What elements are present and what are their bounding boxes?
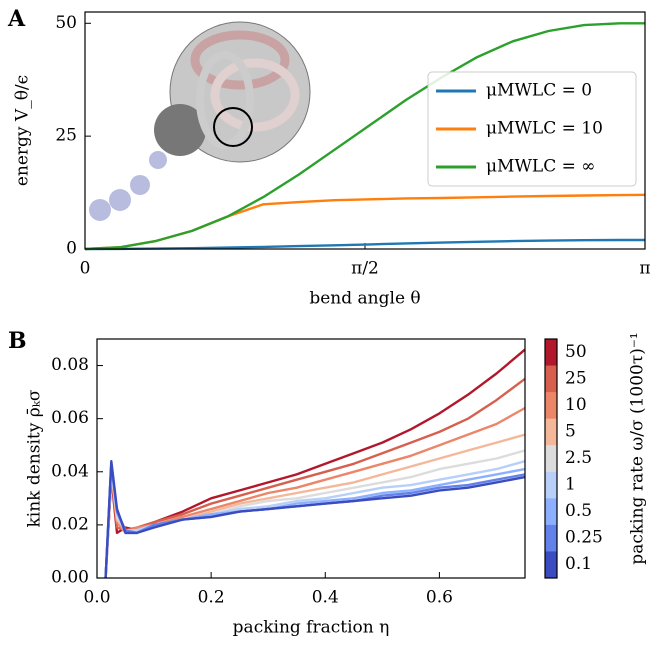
x-tick-label: 0.6 bbox=[426, 588, 453, 608]
colorbar-segment bbox=[545, 498, 557, 526]
x-tick-label: 0.4 bbox=[312, 588, 339, 608]
colorbar-label: 0.5 bbox=[565, 501, 592, 521]
legend-box bbox=[427, 71, 637, 187]
y-tick-label: 50 bbox=[55, 13, 77, 33]
colorbar-segment bbox=[545, 524, 557, 552]
x-axis-label: bend angle θ bbox=[309, 289, 420, 309]
y-tick-label: 0.06 bbox=[51, 408, 89, 428]
series-line bbox=[84, 238, 645, 251]
colorbar-label: 10 bbox=[565, 395, 587, 415]
kink-circle bbox=[213, 107, 253, 147]
y-axis-label: energy V_θ/ϵ bbox=[13, 75, 33, 186]
y-tick-label: 0.08 bbox=[51, 355, 89, 375]
colorbar-segment bbox=[545, 418, 557, 446]
colorbar-label: 5 bbox=[565, 421, 576, 441]
y-tick-label: 0.04 bbox=[51, 461, 89, 481]
colorbar-label: 2.5 bbox=[565, 448, 592, 468]
colorbar-label: 25 bbox=[565, 368, 587, 388]
bead-cluster bbox=[154, 104, 206, 156]
bead bbox=[149, 151, 167, 169]
colorbar-segment bbox=[545, 392, 557, 420]
legend-label: μMWLC = 10 bbox=[486, 119, 603, 139]
colorbar-label: 0.25 bbox=[565, 528, 603, 548]
bead bbox=[109, 189, 131, 211]
bead bbox=[89, 199, 111, 221]
colorbar-frame bbox=[544, 338, 558, 579]
colorbar-segment bbox=[545, 445, 557, 473]
colorbar-segment bbox=[545, 471, 557, 499]
legend-label: μMWLC = ∞ bbox=[486, 157, 595, 177]
y-tick-label: 0 bbox=[66, 239, 77, 259]
series-line bbox=[104, 460, 526, 579]
legend-label: μMWLC = 0 bbox=[486, 81, 592, 101]
polymer-inset bbox=[89, 21, 311, 221]
colorbar-segment bbox=[545, 365, 557, 393]
x-tick-label: 0.0 bbox=[83, 588, 110, 608]
colorbar-title: packing rate ω/σ (1000τ)⁻¹ bbox=[628, 332, 648, 564]
plot-frame bbox=[84, 11, 646, 250]
colorbar-label: 0.1 bbox=[565, 554, 592, 574]
panel-letter: A bbox=[7, 6, 26, 32]
y-tick-label: 25 bbox=[55, 126, 77, 146]
x-tick-label: π bbox=[639, 259, 650, 279]
x-tick-label: 0 bbox=[80, 259, 91, 279]
bead bbox=[130, 175, 150, 195]
x-tick-label: 0.2 bbox=[198, 588, 225, 608]
series-line bbox=[84, 22, 645, 251]
colorbar-segment bbox=[545, 551, 557, 579]
y-axis-label: kink density ρ̄ₖσ bbox=[25, 389, 45, 527]
panel-letter: B bbox=[8, 328, 27, 354]
colorbar-segment bbox=[545, 339, 557, 367]
y-tick-label: 0.02 bbox=[51, 514, 89, 534]
plot-frame bbox=[96, 338, 526, 579]
colorbar-label: 50 bbox=[565, 342, 587, 362]
ring bbox=[210, 58, 300, 132]
x-tick-label: π/2 bbox=[351, 259, 379, 279]
colorbar-label: 1 bbox=[565, 475, 576, 495]
x-axis-label: packing fraction η bbox=[233, 618, 390, 638]
ring bbox=[190, 30, 290, 90]
y-tick-label: 0.00 bbox=[51, 568, 89, 588]
